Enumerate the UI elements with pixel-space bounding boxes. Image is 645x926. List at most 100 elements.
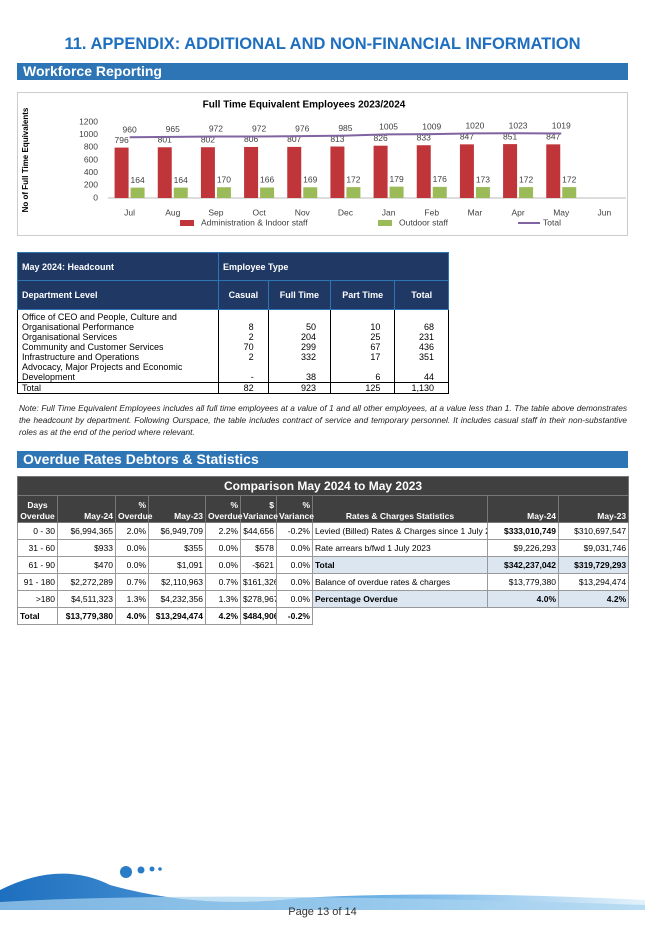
cell: 17: [330, 352, 396, 362]
cell: 0.0%: [276, 556, 313, 574]
header-row: Department Level Casual Full Time Part Time…: [17, 280, 449, 310]
cell: $484,906: [240, 607, 277, 625]
y-tick-label: 1200: [79, 116, 98, 126]
x-tick-label: Aug: [165, 207, 180, 217]
data-label: 179: [389, 174, 403, 184]
row-label: Percentage Overdue: [312, 590, 488, 608]
bar: [519, 187, 534, 198]
table-title: May 2024: Headcount: [17, 252, 219, 281]
cell: $278,967: [240, 590, 277, 608]
data-label: 164: [130, 175, 144, 185]
data-label: 847: [546, 132, 560, 142]
cell: $333,010,749: [487, 522, 559, 540]
bar: [373, 145, 388, 198]
column-header: May-23: [557, 495, 630, 523]
bar: [416, 145, 431, 198]
line: [129, 132, 562, 139]
table-row: 91 - 180 $2,272,289 0.7% $2,110,963 0.7% $161…: [17, 573, 630, 591]
x-tick-label: Sep: [208, 207, 223, 217]
x-tick-label: Mar: [468, 207, 483, 217]
page-number: Page 13 of 14: [288, 906, 357, 918]
data-label: 976: [295, 123, 309, 133]
table-body: 0 - 30 $6,994,365 2.0% $6,949,709 2.2% $44,65…: [17, 522, 630, 625]
column-header: Casual: [218, 280, 269, 310]
data-label: 173: [476, 174, 490, 184]
cell: $578: [240, 539, 277, 557]
bar: [346, 187, 361, 198]
cell: $355: [148, 539, 206, 557]
cell: 332: [267, 352, 332, 362]
row-label: Total: [17, 382, 219, 394]
row-label: Infrastructure and Operations: [17, 352, 219, 362]
cell: -0.2%: [276, 522, 313, 540]
cell: $470: [57, 556, 116, 574]
cell: $310,697,547: [557, 522, 630, 540]
table-row: Advocacy, Major Projects and Economic De…: [17, 362, 449, 383]
legend-label: Administration & Indoor staff: [201, 217, 308, 227]
table-row: Community and Customer Services 70 299 67 43…: [17, 342, 449, 352]
column-header: % Overdue: [205, 495, 243, 523]
table-row: >180 $4,511,323 1.3% $4,232,356 1.3% $278,967…: [17, 590, 630, 608]
column-header: Full Time: [267, 280, 332, 310]
cell: $44,656: [240, 522, 277, 540]
chart-title: Full Time Equivalent Employees 2023/2024: [203, 100, 406, 111]
bar: [216, 187, 231, 198]
cell: 4.2%: [205, 607, 241, 625]
y-tick-label: 1000: [79, 129, 98, 139]
cell: 0.0%: [205, 556, 241, 574]
data-label: 1020: [465, 121, 484, 131]
table-row: Office of CEO and People, Culture and Or…: [17, 309, 449, 332]
bar: [503, 144, 518, 198]
table-row: 0 - 30 $6,994,365 2.0% $6,949,709 2.2% $44,65…: [17, 522, 630, 540]
bar: [330, 146, 345, 198]
cell: 0.0%: [276, 590, 313, 608]
row-label: Office of CEO and People, Culture and Or…: [17, 309, 219, 332]
column-header: Department Level: [17, 280, 219, 310]
data-label: 807: [287, 134, 301, 144]
bar: [260, 187, 275, 198]
data-label: 172: [562, 174, 576, 184]
cell: 299: [267, 342, 332, 352]
note: Note: Full Time Equivalent Employees inc…: [19, 403, 627, 437]
cell: -: [218, 362, 269, 383]
bar: [459, 144, 474, 198]
cell: $4,511,323: [57, 590, 116, 608]
bar: [475, 187, 490, 198]
cell: 0.7%: [205, 573, 241, 591]
bar: [562, 187, 577, 198]
cell: 1.3%: [205, 590, 241, 608]
cell: 204: [267, 332, 332, 342]
data-label: 172: [346, 174, 360, 184]
row-label: 0 - 30: [17, 522, 58, 540]
column-header: $ Variance: [240, 495, 278, 523]
row-label: 61 - 90: [17, 556, 58, 574]
bar: [173, 187, 188, 198]
empty-cell: [313, 608, 488, 625]
data-label: 1019: [552, 121, 571, 131]
row-label: Community and Customer Services: [17, 342, 219, 352]
legend-swatch: [180, 220, 194, 226]
cell: $1,091: [148, 556, 206, 574]
bar: [244, 146, 259, 198]
cell: $9,031,746: [557, 539, 630, 557]
column-header: Total: [394, 280, 449, 310]
cell: 38: [267, 362, 332, 383]
cell: $13,779,380: [57, 607, 116, 625]
data-label: 972: [252, 124, 266, 134]
data-label: 813: [330, 134, 344, 144]
column-header: May-24: [487, 495, 559, 523]
data-label: 851: [503, 131, 517, 141]
table-head: May 2024: Headcount Employee Type Departme…: [17, 252, 449, 310]
row-label: Balance of overdue rates & charges: [312, 573, 488, 591]
cell: $342,237,042: [487, 556, 559, 574]
x-tick-label: Apr: [511, 207, 524, 217]
cell: 44: [394, 362, 449, 383]
cell: 0.0%: [276, 539, 313, 557]
data-label: 172: [519, 174, 533, 184]
data-label: 972: [209, 124, 223, 134]
row-label: 31 - 60: [17, 539, 58, 557]
data-label: 170: [217, 174, 231, 184]
table-row: 61 - 90 $470 0.0% $1,091 0.0% -$621 0.0% Total $…: [17, 556, 630, 574]
row-label: Rate arrears b/fwd 1 July 2023: [312, 539, 488, 557]
